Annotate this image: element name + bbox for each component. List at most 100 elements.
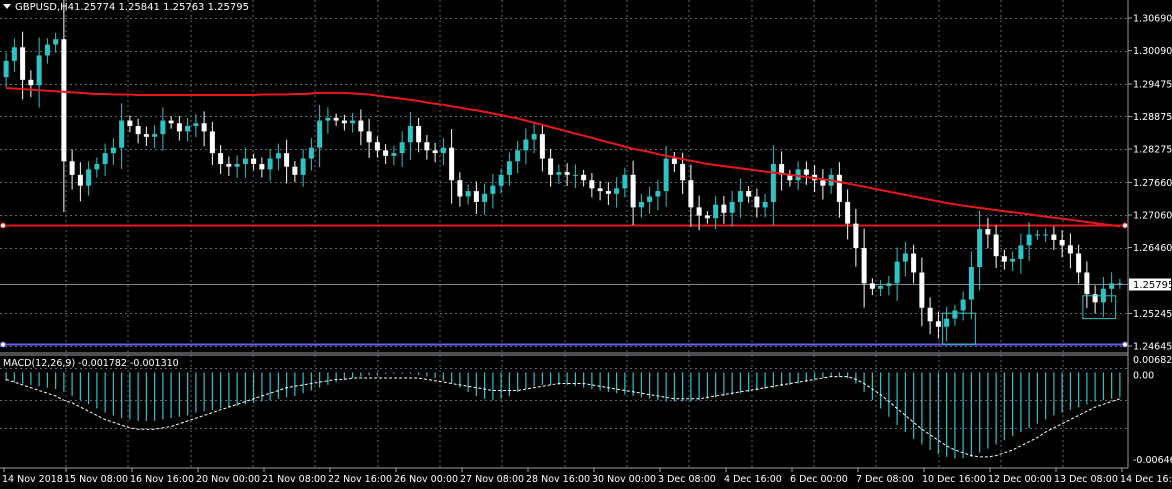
moving-average-series <box>6 87 1121 228</box>
candle-body <box>102 153 108 164</box>
candle-body <box>1034 234 1040 236</box>
candle <box>564 163 570 186</box>
candle <box>102 143 108 176</box>
candle-body <box>911 253 917 273</box>
dropdown-triangle-icon[interactable] <box>3 4 11 9</box>
price-tick-label: 1.25245 <box>1133 309 1172 320</box>
candle-body <box>630 174 636 208</box>
candle-body <box>845 201 851 224</box>
candle <box>490 173 496 209</box>
candle-body <box>515 150 521 162</box>
candle <box>3 52 9 88</box>
candle-body <box>836 174 842 202</box>
candle <box>308 138 314 171</box>
candle-body <box>886 283 892 287</box>
candle-body <box>482 193 488 202</box>
candle <box>193 114 199 138</box>
grid-lines <box>0 0 1128 468</box>
candle-body <box>383 150 389 156</box>
candle-body <box>737 191 743 202</box>
candle <box>869 278 875 295</box>
highlight-box <box>942 312 976 345</box>
macd-axis: 0.00682 0.00 -0.00646 <box>1133 355 1172 466</box>
time-tick-label: 21 Nov 08:00 <box>262 474 326 485</box>
candle-body <box>754 196 760 208</box>
candle <box>185 117 191 142</box>
price-tick-label: 1.28275 <box>1133 145 1172 156</box>
candle-body <box>53 39 59 45</box>
candle <box>556 164 562 185</box>
candle-body <box>11 47 17 61</box>
candle <box>1043 228 1049 242</box>
candle-body <box>1117 283 1123 285</box>
candle-body <box>688 180 694 208</box>
candle <box>341 114 347 131</box>
candle <box>746 186 752 203</box>
candle <box>861 228 867 308</box>
candle <box>11 38 17 72</box>
candle-body <box>927 307 933 322</box>
candle-body <box>746 191 752 197</box>
candle <box>209 121 215 166</box>
candle <box>704 211 710 224</box>
candle-body <box>284 153 290 167</box>
time-tick-label: 12 Dec 00:00 <box>988 474 1052 485</box>
candle-body <box>399 142 405 154</box>
candle-body <box>803 169 809 175</box>
candle <box>333 113 339 127</box>
time-tick-label: 6 Dec 00:00 <box>790 474 848 485</box>
candle <box>597 180 603 201</box>
candle-body <box>770 163 776 202</box>
candle <box>845 189 851 240</box>
candle-body <box>663 158 669 192</box>
price-tick-label: 1.30690 <box>1133 14 1172 25</box>
candle-body <box>1059 239 1065 246</box>
candle <box>1117 278 1123 289</box>
candle-body <box>614 188 620 194</box>
candle-body <box>168 120 174 124</box>
candle-body <box>1109 283 1115 289</box>
candle <box>911 244 917 284</box>
candle <box>968 251 974 320</box>
price-tick-label: 1.28875 <box>1133 112 1172 123</box>
candle <box>696 195 702 231</box>
candle <box>614 177 620 208</box>
time-tick-label: 16 Nov 16:00 <box>130 474 194 485</box>
candle <box>770 145 776 226</box>
macd-tick-label: -0.00646 <box>1133 455 1172 466</box>
candle <box>1051 226 1057 250</box>
candle <box>407 111 413 160</box>
candle <box>853 208 859 267</box>
candle <box>531 123 537 154</box>
candle-body <box>704 215 710 219</box>
candle <box>143 126 149 147</box>
candle <box>135 118 141 144</box>
candle-body <box>325 117 331 121</box>
candle <box>622 167 628 198</box>
candle-body <box>251 158 257 164</box>
candle-body <box>135 125 141 135</box>
candle <box>127 115 133 133</box>
candle-body <box>465 191 471 197</box>
candle-body <box>160 120 166 135</box>
candle <box>399 131 405 167</box>
candle-body <box>152 134 158 137</box>
candle <box>424 134 430 160</box>
candle-body <box>3 60 9 78</box>
candle-body <box>960 299 966 311</box>
candle <box>960 291 966 321</box>
candle-body <box>968 267 974 300</box>
candle <box>1034 230 1040 240</box>
candle-body <box>680 163 686 181</box>
candle-body <box>977 229 983 268</box>
candle-body <box>374 142 380 151</box>
candle <box>952 304 958 326</box>
candle-body <box>1018 245 1024 259</box>
candle-body <box>218 153 224 164</box>
candle-body <box>1043 234 1049 236</box>
candle <box>28 70 34 98</box>
candle-body <box>424 142 430 151</box>
candle-body <box>564 172 570 175</box>
candle-body <box>498 174 504 186</box>
